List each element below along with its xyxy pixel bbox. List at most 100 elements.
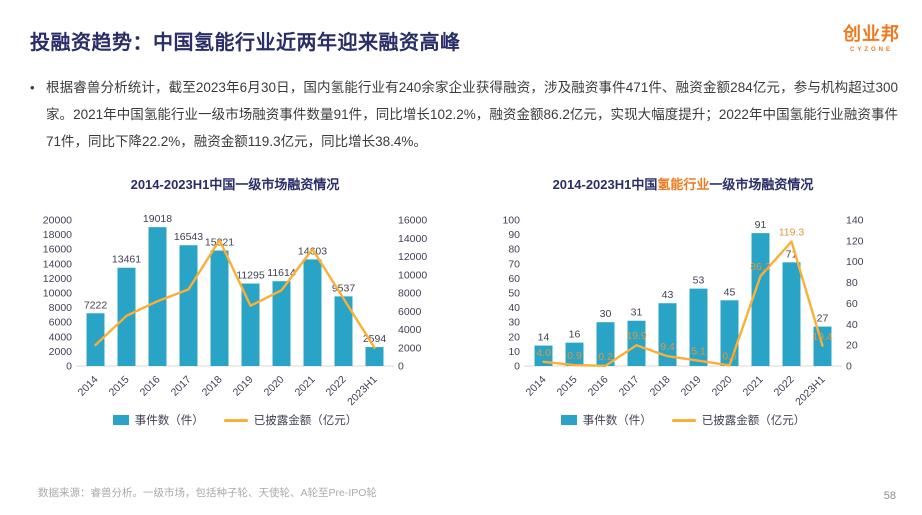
legend-label: 事件数（件）	[582, 415, 652, 427]
bar	[272, 281, 291, 366]
bar-value-label: 45	[724, 286, 736, 298]
left-axis-tick: 20000	[43, 215, 72, 227]
x-axis-label: 2023H1	[793, 374, 828, 409]
bar	[782, 262, 801, 366]
trend-line	[94, 238, 376, 349]
x-axis-label: 2020	[710, 374, 735, 399]
left-axis-tick: 50	[508, 288, 520, 300]
chart-legend-right: 事件数（件） 已披露金额（亿元）	[476, 412, 890, 428]
chart-title-right: 2014-2023H1中国氢能行业一级市场融资情况	[476, 174, 890, 194]
line-value-label: 119.3	[779, 227, 805, 239]
right-axis-tick: 40	[846, 319, 858, 331]
bar-value-label: 19018	[143, 213, 172, 225]
left-axis-tick: 2000	[49, 346, 73, 358]
legend-label: 已披露金额（亿元）	[701, 415, 806, 427]
chart-canvas-left: 0 2000 4000 6000 8000 10000 12000 14000 16000 180…	[43, 213, 428, 409]
legend-bar-swatch	[112, 415, 129, 425]
right-axis-tick: 12000	[398, 251, 427, 263]
data-source-note: 数据来源：睿兽分析。一级市场，包括种子轮、天使轮、A轮至Pre-IPO轮	[38, 487, 377, 499]
left-axis-tick: 18000	[43, 229, 72, 241]
line-value-label: 19.9	[626, 330, 647, 342]
bar-value-label: 31	[631, 307, 643, 319]
left-axis-tick: 70	[508, 258, 520, 270]
right-axis-tick: 2000	[398, 342, 422, 354]
x-axis-label: 2023H1	[345, 374, 380, 409]
chart-title-text: 2014-2023H1中国一级市场融资情况	[130, 177, 340, 192]
right-axis-tick: 8000	[398, 288, 422, 300]
right-axis-tick: 16000	[398, 215, 427, 227]
left-axis-tick: 12000	[43, 273, 72, 285]
bar-value-label: 11614	[267, 267, 296, 279]
bar-value-label: 11295	[236, 270, 265, 282]
bar	[334, 296, 353, 366]
bar	[565, 342, 584, 366]
left-axis-tick: 16000	[43, 244, 72, 256]
bar	[210, 250, 229, 366]
line-value-label: 0.2	[598, 351, 613, 363]
line-value-label: 0.6	[722, 350, 737, 362]
left-axis-tick: 10	[508, 346, 520, 358]
line-value-label: 19.4	[812, 331, 833, 343]
x-axis-label: 2015	[107, 374, 132, 399]
left-axis-tick: 10000	[43, 288, 72, 300]
left-axis-tick: 90	[508, 229, 520, 241]
left-axis-tick: 100	[502, 215, 520, 227]
legend-label: 已披露金额（亿元）	[253, 415, 358, 427]
bar-value-label: 16543	[174, 231, 203, 243]
legend-item: 事件数（件）	[560, 412, 652, 428]
logo-name: 创业邦	[843, 24, 900, 44]
page-number: 58	[883, 490, 896, 502]
chart-title-left: 2014-2023H1中国一级市场融资情况	[28, 174, 442, 194]
x-axis-label: 2022	[772, 374, 797, 399]
right-axis-tick: 80	[846, 277, 858, 289]
chart-canvas-right: 0102030405060708090100020406080100120140…	[502, 215, 863, 409]
x-axis-label: 2021	[741, 374, 766, 399]
left-axis-tick: 14000	[43, 258, 72, 270]
bar	[86, 313, 105, 366]
bar-value-label: 43	[662, 289, 674, 301]
bar-value-label: 7222	[84, 299, 108, 311]
bar	[365, 347, 384, 366]
bar-value-label: 30	[600, 308, 612, 320]
bar-value-label: 91	[755, 219, 767, 231]
legend-item: 已披露金额（亿元）	[223, 412, 358, 428]
left-axis-tick: 6000	[49, 317, 73, 329]
bar	[627, 320, 646, 366]
x-axis-label: 2022	[324, 374, 349, 399]
line-value-label: 86.2	[750, 261, 771, 273]
left-axis-tick: 60	[508, 273, 520, 285]
chart-title-text: 2014-2023H1中国	[552, 177, 658, 192]
right-axis-tick: 20	[846, 340, 858, 352]
x-axis-label: 2018	[200, 374, 225, 399]
bar	[596, 322, 615, 366]
chart-legend-left: 事件数（件） 已披露金额（亿元）	[28, 412, 442, 428]
x-axis-label: 2014	[76, 374, 101, 399]
bar	[179, 245, 198, 366]
bar	[689, 288, 708, 366]
summary-text: 根据睿兽分析统计，截至2023年6月30日，国内氢能行业有240余家企业获得融资…	[46, 80, 898, 149]
line-value-label: 4.0	[536, 347, 551, 359]
right-axis-tick: 10000	[398, 269, 427, 281]
right-axis-tick: 0	[398, 361, 404, 373]
logo-subtitle: CYZONE	[849, 47, 893, 53]
bar-value-label: 27	[817, 313, 829, 325]
summary-paragraph: • 根据睿兽分析统计，截至2023年6月30日，国内氢能行业有240余家企业获得…	[30, 74, 898, 155]
bar	[534, 345, 553, 366]
bar-value-label: 2594	[363, 333, 387, 345]
chart-title-highlight: 氢能行业	[657, 177, 710, 192]
x-axis-label: 2020	[262, 374, 287, 399]
right-axis-tick: 60	[846, 298, 858, 310]
trend-line	[542, 240, 824, 367]
left-axis-tick: 8000	[49, 302, 73, 314]
bar-value-label: 16	[569, 329, 581, 341]
right-axis-tick: 4000	[398, 324, 422, 336]
bullet-icon: •	[30, 80, 35, 95]
charts-row: 2014-2023H1中国一级市场融资情况 0 2000 4000 6000 8000 1…	[28, 174, 890, 428]
x-axis-label: 2019	[679, 374, 704, 399]
bar	[658, 303, 677, 366]
left-axis-tick: 80	[508, 244, 520, 256]
left-axis-tick: 4000	[49, 331, 73, 343]
x-axis-label: 2015	[555, 374, 580, 399]
line-value-label: 5.1	[691, 346, 706, 358]
right-axis-tick: 0	[846, 361, 852, 373]
